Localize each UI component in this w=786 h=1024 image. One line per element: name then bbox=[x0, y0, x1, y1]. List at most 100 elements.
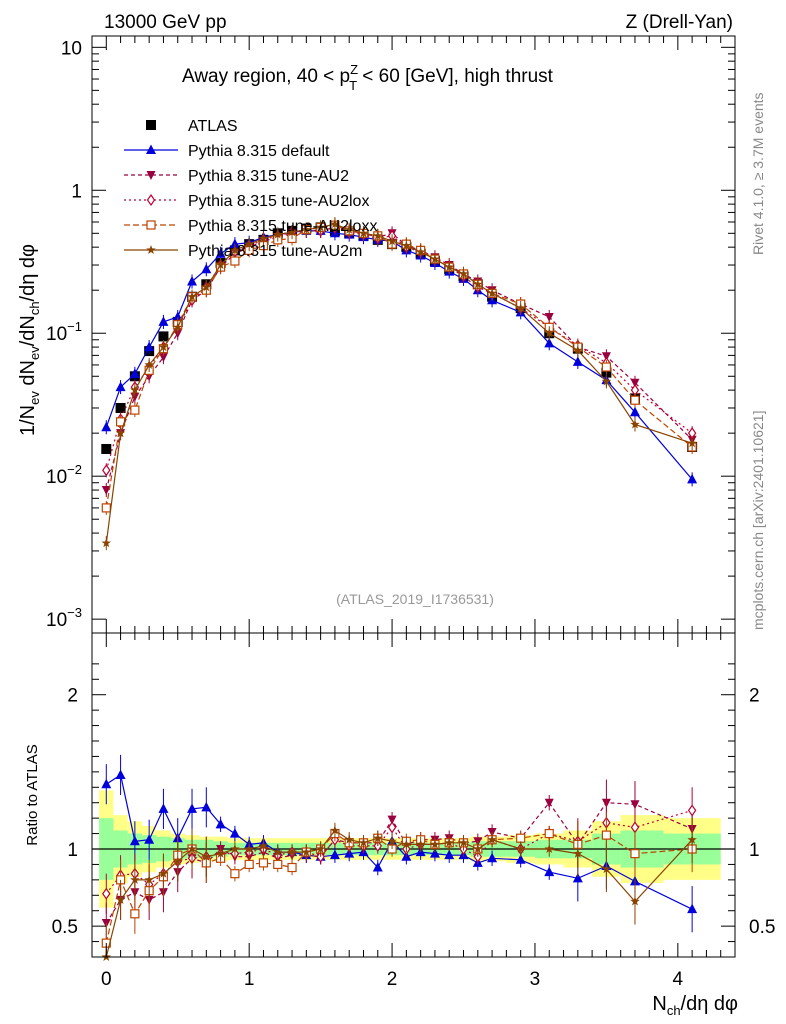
x-tick-label: 2 bbox=[387, 969, 398, 990]
ratio-point bbox=[187, 844, 197, 853]
legend-label: Pythia 8.315 tune-AU2m bbox=[188, 243, 362, 260]
data-point bbox=[115, 402, 126, 413]
ratio-point bbox=[287, 862, 297, 873]
ratio-point bbox=[287, 847, 297, 857]
legend-label: Pythia 8.315 default bbox=[188, 143, 330, 160]
y-tick-label: 10−2 bbox=[46, 462, 82, 488]
ratio-point bbox=[130, 874, 140, 884]
ratio-point bbox=[687, 834, 697, 844]
data-point bbox=[187, 276, 198, 286]
xlabel-p1: N bbox=[652, 993, 666, 1015]
data-point bbox=[215, 260, 226, 270]
ylabel-p1: 1/N bbox=[17, 405, 39, 436]
legend-item: ATLAS bbox=[146, 118, 238, 135]
ratio-point bbox=[229, 828, 240, 838]
series-line-au2m bbox=[105, 223, 693, 544]
data-point bbox=[129, 368, 140, 378]
y-tick-exp: −1 bbox=[67, 319, 82, 334]
ratio-y-tick-label-right: 2 bbox=[749, 686, 760, 707]
legend-label: ATLAS bbox=[188, 118, 238, 135]
title-part-sub: T bbox=[349, 78, 357, 93]
data-point bbox=[102, 464, 111, 477]
x-tick-label: 4 bbox=[673, 969, 684, 990]
ratio-point bbox=[415, 839, 426, 849]
ratio-point bbox=[515, 844, 526, 853]
ratio-y-tick-label-right: 1 bbox=[749, 840, 760, 861]
data-point bbox=[373, 230, 383, 240]
data-point bbox=[473, 279, 483, 289]
legend-marker bbox=[146, 220, 156, 230]
ratio-point bbox=[315, 844, 326, 853]
data-point bbox=[130, 392, 140, 402]
ratio-point bbox=[330, 825, 340, 835]
data-point bbox=[601, 362, 612, 372]
ratio-ylabel: Ratio to ATLAS bbox=[24, 744, 41, 845]
data-point bbox=[544, 328, 554, 338]
ratio-point bbox=[373, 833, 383, 843]
ratio-point bbox=[258, 858, 269, 868]
ratio-point bbox=[102, 887, 111, 900]
data-point bbox=[258, 233, 269, 243]
analysis-watermark: (ATLAS_2019_I1736531) bbox=[336, 591, 494, 607]
x-tick-label: 0 bbox=[101, 969, 112, 990]
data-point bbox=[273, 229, 283, 239]
ratio-point bbox=[573, 848, 583, 858]
ratio-point bbox=[444, 837, 454, 847]
series-line-au2lox bbox=[105, 226, 693, 471]
data-point bbox=[101, 538, 111, 548]
y-tick-label: 10−1 bbox=[46, 319, 82, 345]
data-point bbox=[144, 341, 155, 352]
ratio-point bbox=[101, 778, 112, 789]
data-point bbox=[458, 268, 469, 278]
ylabel-p4: /dη dφ bbox=[17, 244, 39, 301]
ratio-point bbox=[244, 859, 254, 870]
xlabel-p2: /dη dφ bbox=[681, 993, 738, 1015]
y-tick-base: 10 bbox=[46, 610, 67, 631]
ylabel-s2: ev bbox=[27, 346, 42, 360]
ratio-point bbox=[130, 909, 140, 919]
x-tick-label: 3 bbox=[530, 969, 541, 990]
main-ylabel: 1/Nev dNev/dNch/dη dφ bbox=[17, 244, 42, 436]
data-point bbox=[158, 316, 169, 326]
data-point bbox=[315, 222, 326, 232]
ratio-point bbox=[473, 844, 483, 853]
data-point bbox=[572, 356, 583, 366]
ratio-point bbox=[458, 837, 469, 847]
ratio-y-tick-label-right: 0.5 bbox=[749, 917, 775, 938]
ratio-axes: 0.5 0.5 1 1 2 2 0 1 2 3 4 bbox=[52, 633, 775, 990]
legend-label: Pythia 8.315 tune-AU2lox bbox=[188, 193, 369, 210]
ratio-point bbox=[273, 859, 283, 870]
ratio-point bbox=[301, 847, 312, 857]
y-tick-label: 1 bbox=[71, 181, 82, 202]
legend-marker bbox=[146, 120, 156, 130]
data-point bbox=[287, 227, 297, 237]
data-point bbox=[687, 473, 698, 484]
ratio-point bbox=[444, 849, 455, 860]
ratio-point bbox=[129, 835, 140, 846]
header-right: Z (Drell-Yan) bbox=[626, 12, 733, 33]
ratio-point bbox=[158, 803, 169, 813]
ratio-point bbox=[601, 830, 612, 840]
legend-item: Pythia 8.315 tune-AU2 bbox=[124, 168, 349, 185]
ratio-point bbox=[401, 839, 412, 849]
xlabel-s1: ch bbox=[667, 1003, 681, 1018]
ratio-point bbox=[544, 828, 554, 839]
data-point bbox=[515, 303, 526, 313]
data-point bbox=[630, 395, 640, 405]
ylabel-p3: /dN bbox=[17, 315, 39, 346]
ratio-point bbox=[429, 848, 440, 858]
ratio-point bbox=[687, 903, 698, 914]
ratio-point bbox=[201, 801, 212, 812]
ratio-y-tick-label: 2 bbox=[67, 686, 78, 707]
ratio-y-tick-label: 1 bbox=[67, 840, 78, 861]
ylabel-s3: ch bbox=[27, 301, 42, 315]
legend: ATLAS Pythia 8.315 default Pythia 8.315 tu… bbox=[124, 118, 377, 260]
data-point bbox=[158, 331, 169, 342]
y-tick-label: 10 bbox=[61, 38, 82, 59]
ylabel-p2: dN bbox=[17, 360, 39, 391]
ratio-point bbox=[115, 894, 126, 904]
ratio-point bbox=[487, 834, 497, 844]
y-tick-exp: −2 bbox=[67, 462, 82, 477]
